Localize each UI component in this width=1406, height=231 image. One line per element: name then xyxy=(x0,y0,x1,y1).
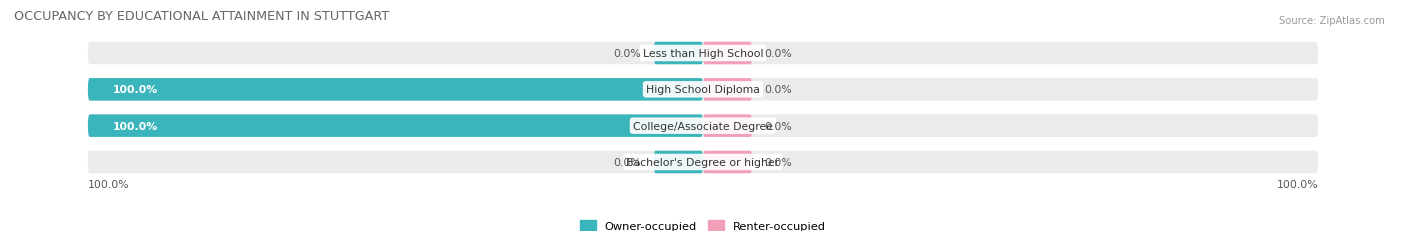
Text: High School Diploma: High School Diploma xyxy=(647,85,759,95)
FancyBboxPatch shape xyxy=(703,79,752,101)
Text: 0.0%: 0.0% xyxy=(614,49,641,59)
FancyBboxPatch shape xyxy=(654,151,703,173)
Text: Less than High School: Less than High School xyxy=(643,49,763,59)
FancyBboxPatch shape xyxy=(87,115,703,137)
FancyBboxPatch shape xyxy=(703,115,752,137)
Text: 100.0%: 100.0% xyxy=(112,85,157,95)
FancyBboxPatch shape xyxy=(87,43,1319,65)
FancyBboxPatch shape xyxy=(87,79,1319,101)
Text: 100.0%: 100.0% xyxy=(87,179,129,189)
Text: 0.0%: 0.0% xyxy=(765,121,792,131)
FancyBboxPatch shape xyxy=(87,79,703,101)
FancyBboxPatch shape xyxy=(703,151,752,173)
Text: 0.0%: 0.0% xyxy=(765,85,792,95)
FancyBboxPatch shape xyxy=(703,43,752,65)
Legend: Owner-occupied, Renter-occupied: Owner-occupied, Renter-occupied xyxy=(575,216,831,231)
Text: 0.0%: 0.0% xyxy=(765,49,792,59)
Text: OCCUPANCY BY EDUCATIONAL ATTAINMENT IN STUTTGART: OCCUPANCY BY EDUCATIONAL ATTAINMENT IN S… xyxy=(14,10,389,23)
Text: 100.0%: 100.0% xyxy=(1277,179,1319,189)
Text: 0.0%: 0.0% xyxy=(765,157,792,167)
Text: 100.0%: 100.0% xyxy=(112,121,157,131)
Text: Source: ZipAtlas.com: Source: ZipAtlas.com xyxy=(1279,16,1385,26)
Text: 0.0%: 0.0% xyxy=(614,157,641,167)
FancyBboxPatch shape xyxy=(87,115,1319,137)
Text: Bachelor's Degree or higher: Bachelor's Degree or higher xyxy=(627,157,779,167)
Text: College/Associate Degree: College/Associate Degree xyxy=(633,121,773,131)
FancyBboxPatch shape xyxy=(87,151,1319,173)
FancyBboxPatch shape xyxy=(654,43,703,65)
